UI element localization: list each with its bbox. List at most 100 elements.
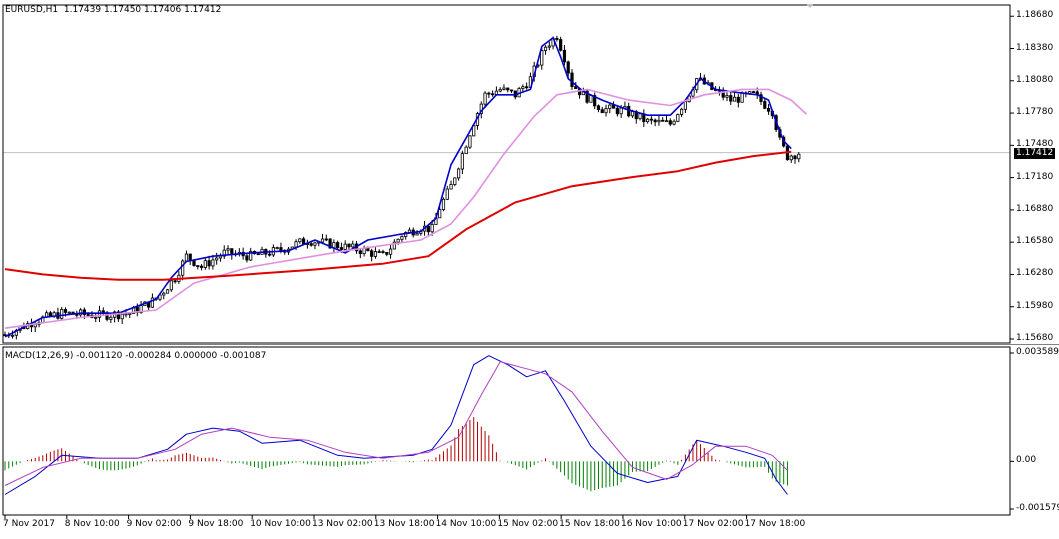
candle-body (199, 265, 204, 268)
x-tick-label: 13 Nov 02:00 (311, 519, 373, 529)
candle-body (453, 177, 457, 185)
candle-body (574, 86, 578, 89)
candle-body (509, 89, 514, 92)
candle-body (570, 72, 574, 87)
candle-body (192, 259, 196, 266)
candle-body (230, 248, 234, 255)
price-y-tick-label: 1.18380 (1016, 42, 1054, 53)
x-tick-label: 17 Nov 02:00 (682, 519, 744, 529)
candle-body (729, 95, 733, 102)
candle-body (165, 289, 170, 294)
candle-body (294, 241, 298, 248)
candle-body (596, 105, 601, 111)
candle-body (48, 312, 52, 317)
candle-body (196, 265, 200, 267)
price-pane[interactable] (3, 35, 807, 340)
candle-body (109, 316, 113, 320)
candle-body (370, 250, 374, 257)
macd-y-tick-label: 0.003589 (1016, 347, 1059, 357)
candle-body (377, 251, 381, 253)
candle-body (438, 209, 442, 219)
candle-body (456, 168, 461, 179)
candle-body (468, 135, 472, 148)
candle-body (430, 224, 434, 233)
price-y-tick-label: 1.15680 (1016, 333, 1054, 343)
candle-body (328, 238, 332, 249)
price-y-tick-label: 1.18680 (1016, 10, 1054, 21)
macd-header: MACD(12,26,9) -0.001120 -0.000284 0.0000… (5, 351, 267, 361)
candle-body (150, 297, 155, 308)
candle-body (336, 242, 340, 248)
candle-body (426, 225, 430, 233)
chart-shift-marker-icon[interactable] (806, 4, 814, 8)
x-tick-label: 16 Nov 10:00 (620, 519, 682, 529)
candle-body (358, 250, 362, 255)
candle-body (181, 260, 185, 276)
candle-body (373, 251, 378, 257)
x-tick-label: 14 Nov 10:00 (435, 519, 497, 529)
candle-body (211, 259, 215, 267)
current-price-tag: 1.17412 (1014, 147, 1056, 159)
candle-body (324, 238, 328, 241)
candle-body (736, 96, 740, 103)
candle-body (627, 105, 631, 117)
candle-body (381, 251, 385, 253)
macd-pane[interactable] (4, 355, 788, 495)
candle-body (226, 248, 230, 251)
price-y-tick-label: 1.16580 (1016, 236, 1054, 247)
candle-body (566, 61, 570, 74)
candle-body (400, 236, 404, 240)
candle-body (676, 114, 680, 122)
candle-body (521, 86, 525, 89)
candle-body (207, 260, 211, 267)
candle-body (740, 92, 744, 103)
candle-body (751, 91, 756, 94)
candle-body (441, 198, 446, 210)
price-y-tick-label: 1.17480 (1016, 139, 1054, 150)
chart-header: EURUSD,H1 1.17439 1.17450 1.17406 1.1741… (5, 5, 221, 15)
candle-body (86, 314, 90, 316)
candle-body (543, 46, 548, 51)
candle-body (559, 39, 563, 51)
candle-body (638, 113, 642, 120)
candle-body (392, 241, 396, 250)
candle-body (793, 155, 797, 160)
candle-body (540, 50, 544, 66)
candle-body (362, 248, 366, 255)
candle-body (449, 184, 453, 190)
chart-symbol-label: EURUSD,H1 (5, 5, 59, 15)
candle-body (97, 310, 102, 318)
candle-body (649, 118, 653, 121)
candle-body (672, 120, 676, 125)
candle-body (593, 95, 597, 107)
candle-body (483, 92, 487, 105)
candle-body (124, 313, 128, 316)
candle-body (116, 311, 120, 320)
axis-layer (0, 4, 1059, 519)
ma-mid-line (4, 88, 807, 329)
candle-body (657, 119, 661, 123)
candle-body (302, 238, 306, 245)
candle-body (506, 87, 510, 91)
candle-body (732, 96, 737, 102)
candle-body (680, 108, 684, 115)
candle-body (63, 309, 68, 313)
candle-body (245, 255, 249, 261)
candle-body (525, 86, 529, 89)
x-tick-label: 15 Nov 18:00 (559, 519, 620, 529)
candle-body (562, 49, 567, 63)
candle-body (608, 104, 612, 109)
candle-body (589, 95, 593, 103)
candle-body (320, 238, 325, 243)
candle-body (547, 45, 551, 48)
x-tick-label: 9 Nov 02:00 (126, 519, 182, 529)
candle-body (388, 248, 393, 255)
x-tick-label: 15 Nov 02:00 (497, 519, 559, 529)
candle-body (94, 316, 98, 319)
candle-body (464, 146, 468, 155)
candle-body (498, 89, 502, 92)
candle-body (585, 90, 589, 103)
candle-body (101, 310, 105, 314)
candle-body (82, 309, 86, 315)
